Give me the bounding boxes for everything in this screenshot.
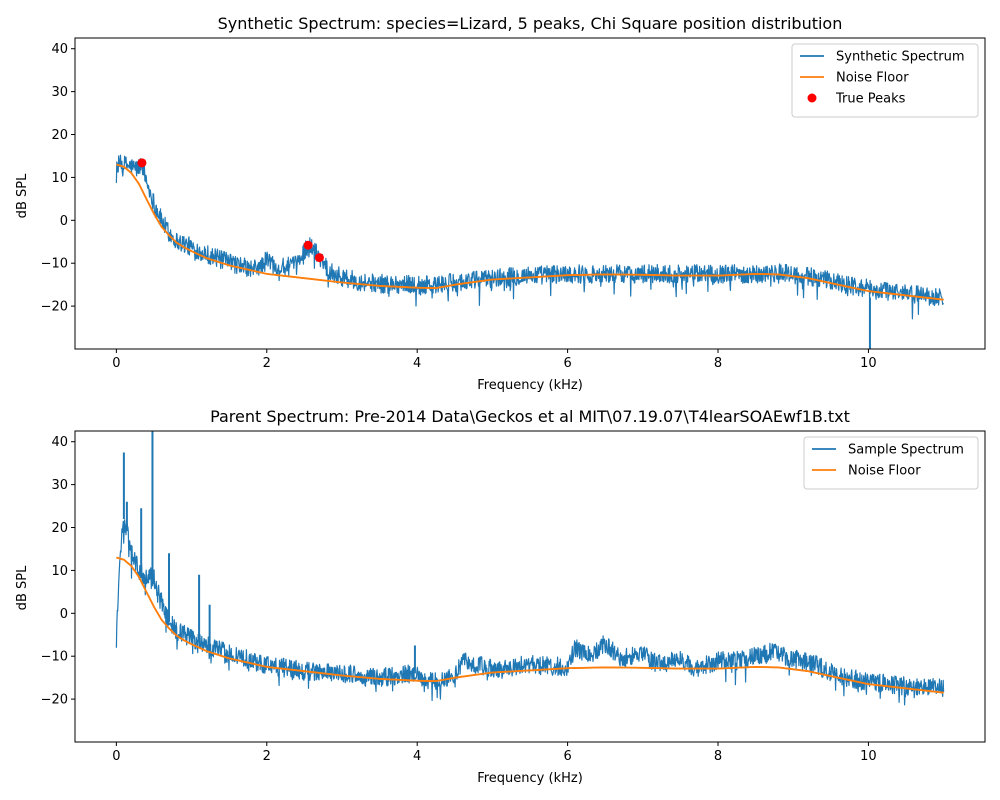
legend-label: Synthetic Spectrum (836, 50, 965, 65)
x-tick-label: 8 (714, 749, 722, 764)
x-tick-label: 6 (563, 356, 571, 371)
y-tick-label: −10 (41, 257, 68, 272)
x-tick-label: 4 (413, 356, 421, 371)
chart-title: Parent Spectrum: Pre-2014 Data\Geckos et… (210, 407, 850, 426)
chart-title: Synthetic Spectrum: species=Lizard, 5 pe… (218, 14, 843, 33)
y-tick-label: 10 (51, 171, 68, 186)
legend-label: Sample Spectrum (848, 443, 964, 458)
noise-floor-line (116, 556, 944, 694)
synthetic-spectrum-chart: Synthetic Spectrum: species=Lizard, 5 pe… (15, 14, 986, 393)
x-tick-label: 8 (714, 356, 722, 371)
x-tick-label: 6 (563, 749, 571, 764)
y-tick-label: 20 (51, 521, 68, 536)
legend-box (803, 436, 979, 490)
legend-marker (807, 93, 817, 103)
noise-floor-line (116, 163, 944, 301)
y-axis-label: dB SPL (15, 173, 30, 218)
y-tick-label: 30 (51, 85, 68, 100)
x-tick-label: 0 (112, 749, 120, 764)
true-peak-point (314, 253, 324, 263)
legend-box (791, 43, 979, 118)
y-tick-label: −10 (41, 650, 68, 665)
y-tick-label: 0 (60, 214, 68, 229)
y-tick-label: −20 (41, 300, 68, 315)
y-axis-label: dB SPL (15, 565, 30, 610)
axes-frame (74, 430, 986, 743)
y-tick-label: 10 (51, 564, 68, 579)
legend: Sample Spectrum Noise Floor (803, 436, 979, 490)
y-tick-label: −20 (41, 693, 68, 708)
axes-frame (74, 37, 986, 350)
y-tick-label: 40 (51, 42, 68, 57)
series-line (115, 519, 945, 706)
legend-label: Noise Floor (848, 464, 921, 479)
plot-area (115, 154, 945, 349)
legend: Synthetic Spectrum Noise Floor True Peaks (791, 43, 979, 118)
x-tick-label: 10 (860, 356, 877, 371)
x-tick-label: 2 (263, 356, 271, 371)
parent-spectrum-chart: Parent Spectrum: Pre-2014 Data\Geckos et… (15, 407, 986, 786)
y-tick-label: 30 (51, 478, 68, 493)
true-peak-point (137, 158, 147, 168)
y-tick-label: 40 (51, 435, 68, 450)
legend-label: True Peaks (835, 92, 906, 107)
x-axis-label: Frequency (kHz) (477, 771, 583, 786)
x-tick-label: 2 (263, 749, 271, 764)
x-tick-label: 0 (112, 356, 120, 371)
x-axis-label: Frequency (kHz) (477, 378, 583, 393)
y-tick-label: 20 (51, 128, 68, 143)
plot-area (115, 431, 945, 706)
true-peak-point (303, 240, 313, 250)
x-tick-label: 4 (413, 749, 421, 764)
legend-label: Noise Floor (836, 71, 909, 86)
y-tick-label: 0 (60, 607, 68, 622)
x-tick-label: 10 (860, 749, 877, 764)
